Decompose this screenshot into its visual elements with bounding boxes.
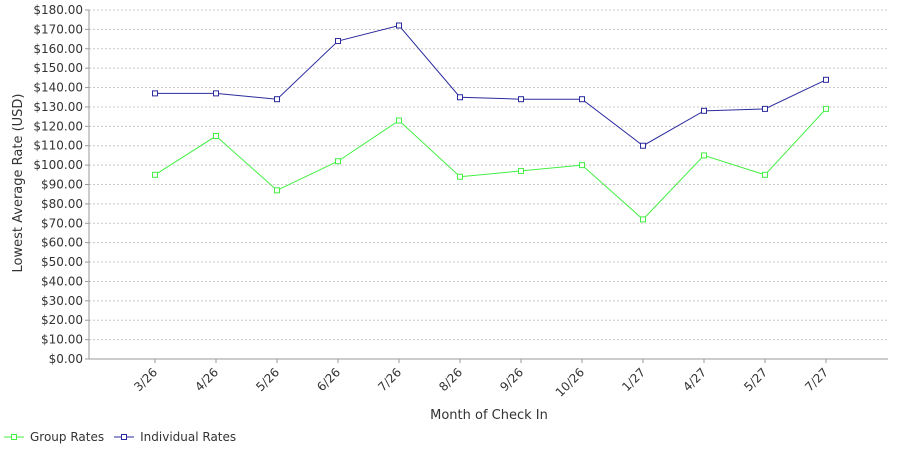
x-tick-label: 8/26	[436, 365, 465, 394]
y-tick-label: $140.00	[33, 81, 83, 95]
legend: Group Rates Individual Rates	[4, 430, 236, 444]
series-group	[152, 22, 829, 223]
data-point	[579, 96, 585, 103]
line-chart: $0.00 $10.00 $20.00 $30.00 $40.00 $50.00 $60.0…	[11, 3, 888, 423]
data-point	[518, 167, 524, 174]
y-tick-label: $20.00	[41, 313, 83, 327]
x-tick-label: 4/26	[192, 365, 221, 394]
legend-label: Individual Rates	[140, 430, 237, 444]
legend-item: Group Rates	[4, 430, 104, 444]
data-point	[701, 152, 707, 159]
y-tick-label: $160.00	[33, 42, 83, 56]
data-point	[640, 142, 646, 149]
data-point	[457, 173, 463, 180]
data-point	[762, 171, 768, 178]
data-point	[274, 187, 280, 194]
x-tick-label: 3/26	[131, 365, 160, 394]
x-axis-title: Month of Check In	[430, 408, 548, 423]
y-tick-label: $80.00	[41, 197, 83, 211]
y-axis-ticks: $0.00 $10.00 $20.00 $30.00 $40.00 $50.00 $60.0…	[33, 3, 89, 366]
x-tick-label: 5/26	[253, 365, 282, 394]
x-axis-ticks: 3/26 4/26 5/26 6/26 7/26 8/26 9/26 10/26 1/27 4/2…	[131, 359, 831, 400]
data-point	[213, 133, 219, 140]
y-tick-label: $10.00	[41, 333, 83, 347]
y-tick-label: $40.00	[41, 274, 83, 288]
data-point	[152, 90, 158, 97]
series-line	[154, 108, 827, 221]
data-point	[396, 117, 402, 124]
legend-swatch	[114, 434, 135, 440]
y-tick-label: $30.00	[41, 294, 83, 308]
data-point	[701, 107, 707, 114]
data-point	[152, 171, 158, 178]
y-tick-label: $70.00	[41, 216, 83, 230]
data-point	[762, 105, 768, 112]
y-tick-label: $90.00	[41, 178, 83, 192]
x-tick-label: 4/27	[680, 365, 709, 394]
x-tick-label: 6/26	[314, 365, 343, 394]
x-tick-label: 5/27	[741, 365, 770, 394]
legend-swatch	[4, 434, 24, 440]
y-tick-label: $0.00	[49, 352, 83, 366]
y-tick-label: $120.00	[33, 119, 83, 133]
y-tick-label: $110.00	[33, 139, 83, 153]
data-point	[640, 216, 646, 223]
y-tick-label: $170.00	[33, 22, 83, 36]
grid-lines	[89, 9, 888, 360]
data-point	[579, 162, 585, 169]
x-tick-label: 7/27	[802, 365, 831, 394]
series-0	[152, 105, 829, 223]
data-point	[823, 105, 829, 112]
y-tick-label: $130.00	[33, 100, 83, 114]
x-tick-label: 9/26	[497, 365, 526, 394]
y-tick-label: $50.00	[41, 255, 83, 269]
data-point	[335, 158, 341, 165]
y-tick-label: $60.00	[41, 236, 83, 250]
data-point	[213, 90, 219, 97]
series-line	[155, 24, 827, 147]
data-point	[518, 96, 524, 103]
y-tick-label: $150.00	[33, 61, 83, 75]
y-tick-label: $180.00	[33, 3, 83, 17]
data-point	[396, 22, 402, 29]
x-tick-label: 10/26	[553, 365, 587, 399]
y-tick-label: $100.00	[33, 158, 83, 172]
series-1	[152, 22, 829, 149]
data-point	[274, 96, 280, 103]
x-tick-label: 7/26	[375, 365, 404, 394]
data-point	[823, 76, 829, 83]
legend-label: Group Rates	[30, 430, 105, 444]
legend-item: Individual Rates	[114, 430, 236, 444]
data-point	[335, 38, 341, 45]
x-tick-label: 1/27	[619, 365, 648, 394]
y-axis-title: Lowest Average Rate (USD)	[11, 94, 26, 273]
data-point	[457, 94, 463, 101]
